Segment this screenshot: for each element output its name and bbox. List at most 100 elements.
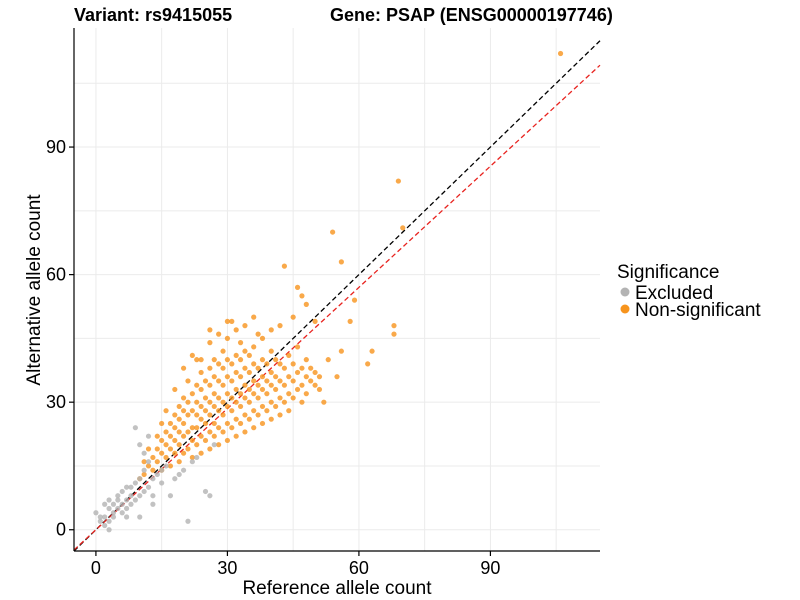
- data-point-non-significant: [207, 399, 213, 405]
- data-point-excluded: [150, 493, 156, 499]
- data-point-non-significant: [264, 391, 270, 397]
- data-point-non-significant: [251, 378, 257, 384]
- data-point-non-significant: [202, 395, 209, 401]
- reference-line-identity: [73, 40, 601, 552]
- data-point-non-significant: [194, 382, 200, 388]
- legend-title: Significance: [617, 262, 719, 283]
- data-point-non-significant: [286, 408, 292, 414]
- data-point-non-significant: [176, 429, 182, 435]
- data-point-non-significant: [224, 420, 231, 427]
- data-point-non-significant: [172, 412, 178, 418]
- data-point-non-significant: [150, 454, 156, 461]
- data-point-non-significant: [207, 412, 213, 418]
- data-point-non-significant: [395, 178, 401, 184]
- data-point-non-significant: [154, 446, 160, 452]
- data-point-non-significant: [259, 357, 266, 363]
- data-point-excluded: [115, 505, 121, 512]
- data-point-non-significant: [229, 395, 235, 401]
- data-point-non-significant: [303, 357, 309, 363]
- legend-label-non-significant: Non-significant: [635, 300, 761, 321]
- data-point-non-significant: [216, 378, 222, 384]
- data-point-non-significant: [194, 442, 200, 448]
- data-point-excluded: [106, 505, 112, 512]
- data-point-non-significant: [198, 416, 204, 422]
- data-point-non-significant: [233, 369, 239, 376]
- data-point-non-significant: [286, 374, 292, 380]
- axis-ticks: 0 30 60 90 0 30 60 90: [46, 137, 500, 578]
- data-point-non-significant: [211, 391, 217, 397]
- data-point-excluded: [180, 467, 187, 473]
- data-point-excluded: [211, 442, 217, 448]
- data-point-excluded: [141, 467, 147, 473]
- data-point-non-significant: [251, 425, 257, 431]
- data-point-non-significant: [185, 399, 191, 405]
- data-point-non-significant: [281, 263, 287, 269]
- data-point-non-significant: [207, 382, 213, 388]
- data-point-non-significant: [198, 369, 204, 376]
- data-point-non-significant: [268, 348, 274, 354]
- data-point-non-significant: [325, 357, 331, 363]
- data-point-non-significant: [277, 395, 283, 401]
- data-point-excluded: [137, 476, 143, 482]
- data-point-excluded: [128, 484, 134, 490]
- data-point-non-significant: [264, 408, 270, 414]
- x-tick-label: 30: [217, 558, 237, 578]
- data-point-non-significant: [264, 361, 270, 367]
- data-point-non-significant: [303, 391, 309, 397]
- data-point-non-significant: [163, 442, 169, 448]
- data-point-non-significant: [233, 433, 239, 439]
- legend-swatch-non-significant: [620, 304, 630, 314]
- data-point-non-significant: [202, 420, 209, 427]
- data-point-non-significant: [180, 450, 187, 456]
- data-point-non-significant: [167, 433, 174, 439]
- data-point-non-significant: [268, 369, 274, 376]
- data-point-non-significant: [255, 412, 261, 418]
- data-point-non-significant: [224, 374, 231, 380]
- data-point-non-significant: [273, 374, 279, 380]
- data-point-non-significant: [237, 374, 244, 380]
- data-point-non-significant: [277, 378, 283, 384]
- data-point-excluded: [145, 459, 152, 465]
- data-point-excluded: [145, 484, 152, 490]
- legend-swatch-excluded: [620, 287, 630, 297]
- data-point-non-significant: [286, 391, 292, 397]
- data-point-non-significant: [255, 331, 261, 337]
- data-point-non-significant: [277, 412, 283, 418]
- data-point-non-significant: [268, 327, 274, 333]
- data-point-non-significant: [220, 412, 226, 418]
- data-point-excluded: [124, 505, 130, 512]
- data-point-non-significant: [176, 442, 182, 448]
- data-point-excluded: [137, 514, 143, 520]
- data-point-non-significant: [299, 365, 305, 371]
- data-point-excluded: [128, 501, 134, 507]
- reference-lines: [73, 40, 601, 552]
- data-point-non-significant: [237, 403, 244, 410]
- data-point-excluded: [137, 493, 143, 499]
- data-point-non-significant: [220, 429, 226, 435]
- data-point-non-significant: [303, 374, 309, 380]
- data-point-non-significant: [194, 357, 200, 363]
- x-axis-title: Reference allele count: [242, 578, 432, 599]
- data-point-non-significant: [286, 352, 292, 359]
- data-point-excluded: [172, 476, 178, 482]
- data-point-excluded: [119, 488, 125, 495]
- data-point-non-significant: [220, 382, 226, 388]
- data-point-non-significant: [308, 378, 314, 384]
- data-point-non-significant: [242, 382, 248, 388]
- data-point-non-significant: [180, 420, 187, 427]
- data-point-excluded: [110, 514, 117, 520]
- data-point-excluded: [115, 497, 121, 503]
- data-point-non-significant: [176, 403, 182, 410]
- data-point-non-significant: [172, 450, 178, 456]
- data-point-non-significant: [259, 374, 266, 380]
- data-point-non-significant: [141, 471, 147, 478]
- data-point-non-significant: [220, 365, 226, 371]
- data-point-non-significant: [185, 378, 191, 384]
- data-point-non-significant: [198, 450, 204, 456]
- data-point-excluded: [110, 501, 117, 507]
- data-point-non-significant: [233, 399, 239, 405]
- data-point-non-significant: [194, 412, 200, 418]
- data-point-non-significant: [308, 365, 314, 371]
- data-point-excluded: [124, 497, 130, 503]
